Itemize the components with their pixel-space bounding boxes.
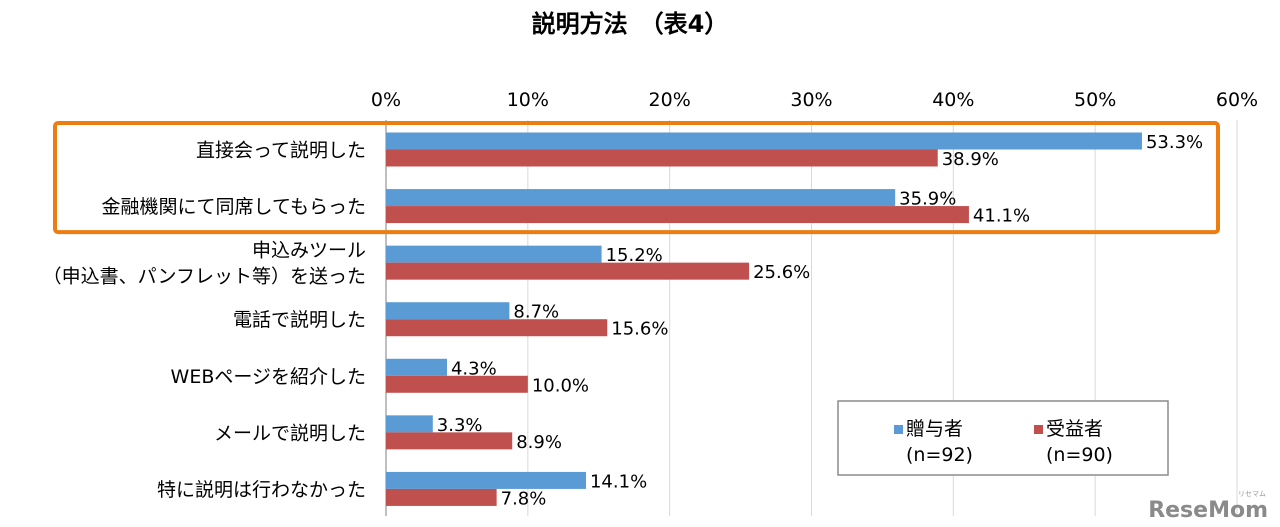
data-label: 41.1%: [973, 206, 1030, 227]
bar: [386, 189, 896, 207]
data-labels: 53.3% 38.9% 35.9% 41.1% 15.2% 25.6% 8.7% 15.6% 4…: [437, 132, 1203, 509]
data-label: 4.3%: [451, 358, 497, 379]
bar: [386, 471, 586, 489]
bar: [386, 302, 510, 320]
data-label: 3.3%: [437, 415, 483, 436]
grid: [385, 120, 1238, 516]
highlight-box: [53, 121, 1220, 235]
data-label: 8.7%: [513, 302, 559, 323]
bar: [386, 415, 433, 433]
category-label: （申込書、パンフレット等）を送った: [43, 266, 366, 288]
legend-box: [837, 400, 1169, 476]
legend-label: 受益者: [1046, 418, 1103, 440]
x-tick-label: 60%: [1216, 89, 1258, 111]
x-tick-label: 20%: [649, 89, 691, 111]
x-tick-label: 0%: [371, 89, 401, 111]
data-label: 53.3%: [1146, 132, 1203, 153]
category-label: 特に説明は行わなかった: [157, 479, 366, 501]
bar: [386, 375, 528, 393]
data-label: 25.6%: [753, 262, 810, 283]
x-axis-ticks: 0% 10% 20% 30% 40% 50% 60%: [371, 89, 1258, 111]
x-tick-label: 30%: [790, 89, 832, 111]
category-label: 直接会って説明した: [196, 140, 366, 162]
watermark-logo: リセマム ReseMom: [1148, 490, 1268, 523]
legend-n: (n=90): [1046, 444, 1113, 466]
data-label: 10.0%: [532, 375, 589, 396]
data-label: 8.9%: [516, 432, 562, 453]
data-label: 7.8%: [501, 488, 547, 509]
bar: [386, 149, 938, 167]
x-tick-label: 40%: [932, 89, 974, 111]
bar: [386, 358, 447, 376]
x-tick-label: 50%: [1074, 89, 1116, 111]
legend-swatch: [894, 425, 903, 434]
category-label: 申込みツール: [252, 240, 366, 262]
bar: [386, 206, 969, 224]
category-label: メールで説明した: [214, 422, 366, 444]
chart-title: 説明方法 （表4）: [532, 10, 729, 38]
category-label: 電話で説明した: [233, 309, 366, 331]
watermark-sub: リセマム: [1238, 490, 1266, 498]
bars: [386, 132, 1142, 506]
bar: [386, 432, 513, 450]
watermark-text: ReseMom: [1148, 498, 1268, 523]
legend-n: (n=92): [906, 444, 973, 466]
bar: [386, 319, 608, 337]
legend-swatch: [1034, 425, 1043, 434]
data-label: 15.2%: [606, 245, 663, 266]
bar: [386, 132, 1142, 150]
legend: 贈与者 (n=92) 受益者 (n=90): [837, 400, 1169, 476]
data-label: 38.9%: [942, 149, 999, 170]
legend-label: 贈与者: [906, 418, 963, 440]
highlight-frame: [53, 121, 1220, 235]
data-label: 35.9%: [899, 189, 956, 210]
data-label: 14.1%: [590, 471, 647, 492]
bar: [386, 488, 497, 506]
category-label: WEBページを紹介した: [171, 366, 366, 388]
bar: [386, 245, 602, 263]
category-label: 金融機関にて同席してもらった: [102, 196, 366, 218]
bar: [386, 262, 750, 280]
data-label: 15.6%: [611, 319, 668, 340]
x-tick-label: 10%: [507, 89, 549, 111]
